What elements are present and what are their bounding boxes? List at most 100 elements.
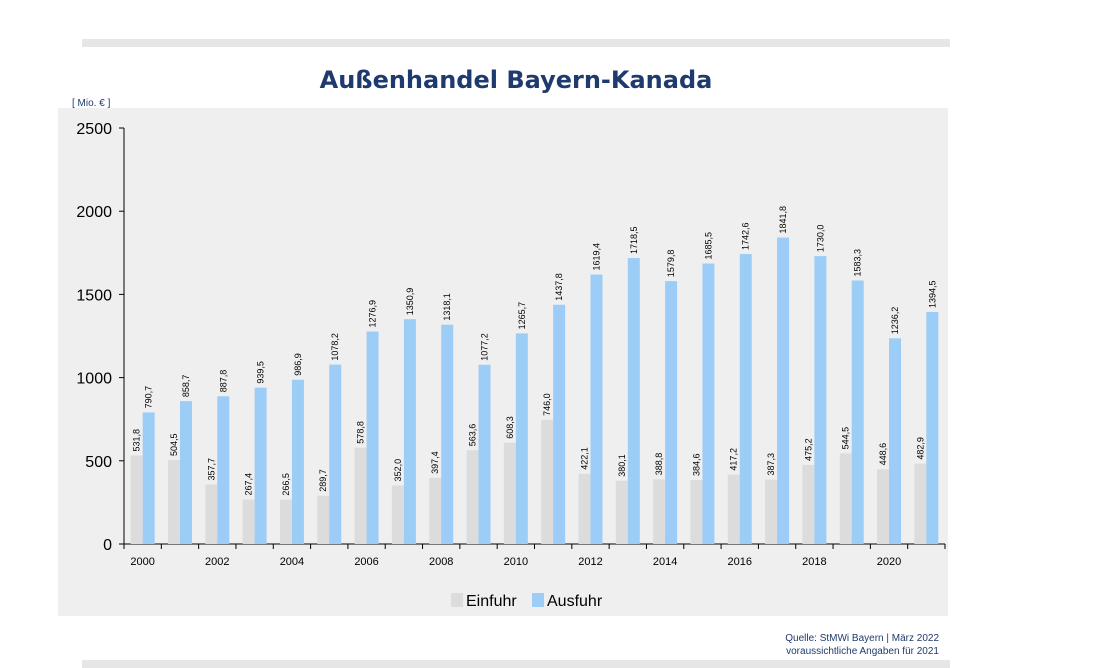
bar-ausfuhr [217, 396, 230, 544]
y-tick-label: 0 [103, 537, 112, 554]
data-label: 531,8 [132, 429, 142, 452]
data-label: 1579,8 [666, 250, 676, 278]
data-label: 1350,9 [405, 288, 415, 316]
bar-ausfuhr [179, 401, 192, 544]
bar-ausfuhr [590, 274, 603, 544]
data-label: 1841,8 [778, 206, 788, 234]
x-axis: 2000 2002 2004 2006 2008 2010 2012 2014 2016 2018… [123, 543, 946, 568]
data-label: 1730,0 [815, 225, 825, 253]
data-label: 352,0 [393, 459, 403, 482]
bar-ausfuhr [553, 304, 566, 544]
y-axis: 0 500 1000 1500 2000 2500 [76, 121, 125, 554]
bar-ausfuhr [739, 254, 752, 544]
x-tick-label: 2002 [205, 556, 229, 568]
data-label: 475,2 [803, 438, 813, 461]
data-label: 1394,5 [927, 280, 937, 308]
x-tick-label: 2014 [653, 556, 677, 568]
bar-einfuhr [167, 460, 180, 544]
x-tick-label: 2004 [280, 556, 304, 568]
data-label: 1265,7 [517, 302, 527, 330]
bar-ausfuhr [329, 364, 342, 544]
x-tick-label: 2020 [877, 556, 901, 568]
bar-einfuhr [765, 479, 778, 544]
bar-einfuhr [354, 447, 367, 544]
bar-einfuhr [391, 485, 404, 544]
bar-einfuhr [503, 442, 516, 544]
x-tick-label: 2012 [578, 556, 602, 568]
data-label: 1685,5 [703, 232, 713, 260]
bar-einfuhr [727, 474, 740, 544]
data-label: 380,1 [617, 454, 627, 477]
data-label: 578,8 [356, 421, 366, 444]
y-axis-unit-label: [ Mio. € ] [72, 98, 111, 109]
bar-einfuhr [615, 480, 628, 544]
y-tick-label: 1000 [76, 371, 112, 388]
data-label: 887,8 [218, 370, 228, 393]
bar-ausfuhr [627, 258, 640, 544]
bar-ausfuhr [926, 311, 939, 544]
legend-swatch [451, 593, 463, 607]
bar-ausfuhr [142, 412, 155, 544]
data-label: 267,4 [244, 473, 254, 496]
y-tick-label: 1500 [76, 287, 112, 304]
bar-einfuhr [839, 453, 852, 544]
data-label: 384,6 [691, 453, 701, 476]
bars [130, 237, 939, 544]
bar-einfuhr [279, 499, 292, 544]
x-tick-label: 2000 [130, 556, 154, 568]
bar-ausfuhr [889, 338, 902, 544]
data-label: 1742,6 [741, 223, 751, 251]
data-label: 1236,2 [890, 307, 900, 335]
bar-einfuhr [429, 477, 442, 544]
data-label: 482,9 [915, 437, 925, 460]
bar-einfuhr [205, 484, 218, 544]
data-label: 397,4 [430, 451, 440, 474]
bar-ausfuhr [478, 364, 491, 544]
data-label: 1583,3 [853, 249, 863, 277]
data-label: 858,7 [181, 375, 191, 398]
data-label: 1318,1 [442, 293, 452, 321]
y-tick-label: 2500 [76, 121, 112, 138]
data-labels: 531,8 504,5 357,7 267,4 266,5 289,7 578,8 352,0… [132, 206, 938, 496]
data-label: 986,9 [293, 353, 303, 376]
data-label: 1619,4 [591, 243, 601, 271]
bar-einfuhr [466, 450, 479, 544]
bar-einfuhr [541, 419, 554, 544]
data-label: 387,3 [766, 453, 776, 476]
bottom-divider [82, 660, 950, 668]
data-label: 504,5 [169, 434, 179, 457]
chart-title: Außenhandel Bayern-Kanada [319, 66, 713, 94]
x-tick-label: 2010 [504, 556, 528, 568]
data-label: 422,1 [579, 447, 589, 470]
data-label: 1718,5 [629, 227, 639, 255]
bar-ausfuhr [254, 387, 267, 544]
data-label: 790,7 [144, 386, 154, 409]
data-label: 1276,9 [368, 300, 378, 328]
bar-ausfuhr [515, 333, 528, 544]
data-label: 1077,2 [480, 333, 490, 361]
bar-einfuhr [130, 455, 143, 544]
bar-ausfuhr [441, 324, 454, 544]
data-label: 1437,8 [554, 273, 564, 301]
bar-ausfuhr [291, 379, 304, 544]
bar-einfuhr [317, 495, 330, 544]
data-label: 388,8 [654, 453, 664, 476]
data-label: 563,6 [468, 424, 478, 447]
bar-einfuhr [690, 480, 703, 544]
data-label: 266,5 [281, 473, 291, 496]
data-label: 289,7 [318, 469, 328, 492]
data-label: 357,7 [206, 458, 216, 481]
data-label: 939,5 [256, 361, 266, 384]
bar-ausfuhr [702, 263, 715, 544]
source-note: Quelle: StMWi Bayern | März 2022 vorauss… [785, 632, 939, 658]
y-tick-label: 500 [85, 454, 112, 471]
source-line: Quelle: StMWi Bayern | März 2022 [785, 633, 939, 644]
data-label: 1078,2 [330, 333, 340, 361]
data-label: 608,3 [505, 416, 515, 439]
x-tick-label: 2008 [429, 556, 453, 568]
bar-einfuhr [578, 473, 591, 544]
bar-ausfuhr [777, 237, 790, 544]
bar-ausfuhr [814, 256, 827, 544]
bar-einfuhr [653, 479, 666, 544]
